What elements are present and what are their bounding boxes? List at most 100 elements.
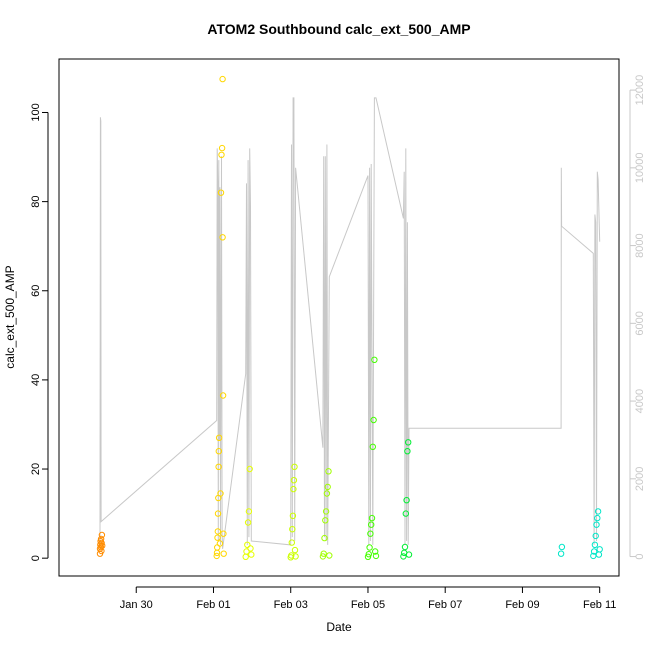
data-point [246,465,253,473]
data-point [365,551,372,558]
data-point [98,531,106,539]
x-tick-label: Feb 09 [505,599,539,611]
axes-layer: 0 20 40 60 80 100 Jan 30 Feb 01 Feb 03 Feb 05 Feb … [30,75,646,611]
data-point [372,552,380,560]
data-point [371,356,378,363]
data-point [247,545,254,552]
data-point [367,530,374,537]
data-point [594,508,602,515]
data-point [404,448,411,455]
data-point [97,543,105,551]
y-tick-label: 40 [30,374,42,386]
x-tick-label: Feb 01 [196,599,230,611]
data-point [325,468,332,475]
data-point [368,521,375,528]
scatter-points-layer [96,75,603,561]
data-point [214,510,222,517]
x-tick-label: Feb 07 [428,599,462,611]
data-point [215,463,222,470]
data-point [245,508,253,515]
data-point [218,151,225,159]
y-tick-label: 80 [30,195,42,207]
data-point [401,543,409,551]
data-point [216,540,224,547]
data-point [558,543,566,551]
data-point [289,526,296,533]
data-point [557,550,565,557]
data-point [595,551,603,558]
data-point [592,532,599,540]
data-point [291,546,299,554]
y2-tick-label: 10000 [634,153,646,184]
data-point [400,553,407,560]
x-tick-label: Feb 05 [351,599,385,611]
data-point [321,534,328,542]
data-point [288,552,295,559]
data-point [596,546,603,553]
x-tick-label: Jan 30 [120,599,153,611]
data-point [326,552,333,559]
data-point [289,512,297,519]
chart-title: ATOM2 Southbound calc_ext_500_AMP [207,21,470,37]
data-point [590,548,598,555]
y-tick-label: 0 [30,555,42,561]
y-axis-label: calc_ext_500_AMP [3,265,17,368]
data-point [99,542,106,549]
data-point [324,483,331,491]
y2-tick-label: 6000 [634,311,646,335]
data-point [244,519,252,526]
data-point [402,510,409,517]
y-tick-label: 100 [30,103,42,121]
data-point [372,548,379,555]
data-point [291,463,298,470]
data-point [290,485,297,493]
x-axis-label: Date [326,620,352,634]
data-point [219,75,226,83]
data-point [319,553,327,560]
data-point [364,553,372,560]
data-point [98,539,105,547]
data-point [214,528,222,535]
data-point [217,189,225,196]
data-point [320,550,327,557]
data-point [591,541,599,548]
right-axis-series-line [99,97,601,549]
data-point [290,477,298,484]
right-axis-line-layer [99,97,601,549]
data-point [366,544,373,551]
data-point [242,553,249,560]
y-tick-label: 60 [30,285,42,297]
y2-tick-label: 12000 [634,75,646,106]
data-point [405,551,413,558]
data-point [292,553,299,560]
data-point [214,534,221,541]
data-point [243,548,250,555]
y-tick-label: 20 [30,463,42,475]
data-point [215,448,223,455]
data-point [405,439,412,446]
data-point [369,443,376,450]
data-point [219,392,227,399]
y2-tick-label: 2000 [634,467,646,491]
y2-tick-label: 8000 [634,233,646,257]
data-point [244,541,251,548]
data-point [219,234,226,241]
data-point [220,530,227,537]
data-point [97,535,105,543]
data-point [248,551,255,558]
data-point [213,552,220,560]
data-point [218,144,226,152]
data-point [403,497,410,504]
data-point [594,514,601,522]
x-tick-label: Feb 03 [274,599,308,611]
y2-tick-label: 4000 [634,389,646,413]
data-point [593,521,600,528]
data-point [220,550,227,557]
plot-frame [58,58,620,577]
y2-tick-label: 0 [634,554,646,560]
data-point [288,539,295,546]
data-point [215,434,223,441]
x-tick-label: Feb 11 [583,599,616,611]
data-point [322,508,330,515]
